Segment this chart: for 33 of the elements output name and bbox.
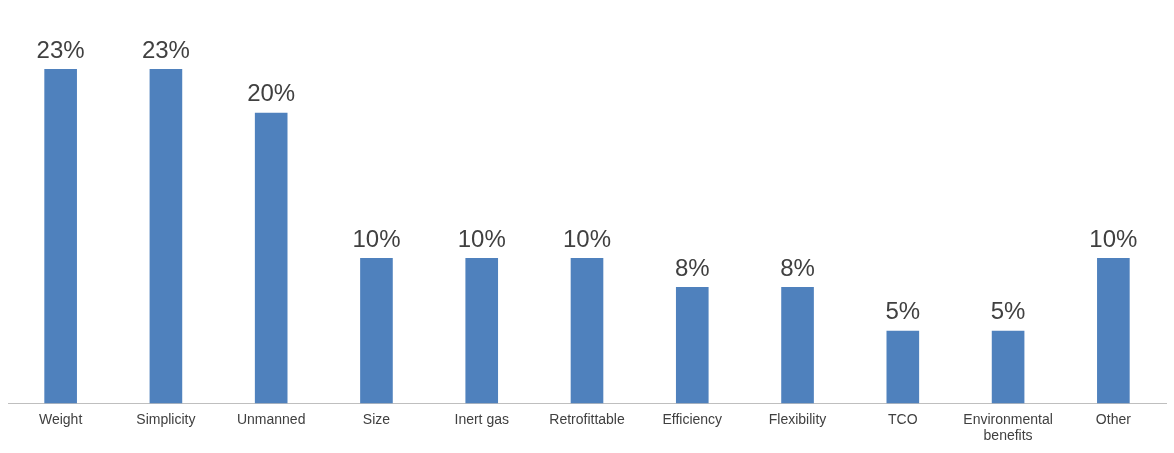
bar (254, 112, 288, 404)
x-tick-label: Retrofittable (549, 410, 625, 427)
x-tick-label: TCO (888, 410, 918, 427)
x-tick-label: Unmanned (236, 410, 306, 427)
data-label: 8% (674, 253, 710, 281)
bar (886, 330, 920, 404)
bar (675, 287, 709, 404)
data-label: 10% (352, 224, 401, 252)
bar (149, 69, 183, 404)
x-tick-label: Environmental benefits (963, 410, 1053, 444)
x-tick-label: Simplicity (136, 410, 196, 427)
data-label: 23% (36, 35, 85, 63)
bar (570, 258, 604, 404)
data-label: 10% (1089, 224, 1138, 252)
x-tick-label: Other (1095, 410, 1132, 427)
data-label: 5% (990, 297, 1026, 325)
bar (991, 330, 1025, 404)
data-label: 10% (562, 224, 612, 252)
bar (1097, 258, 1130, 404)
x-tick-label: Flexibility (768, 410, 827, 427)
data-label: 5% (885, 297, 921, 325)
bar (465, 258, 499, 404)
x-tick-label: Weight (38, 410, 83, 427)
data-label: 20% (247, 79, 296, 107)
data-label: 23% (141, 35, 190, 63)
bar (781, 287, 814, 404)
x-tick-label: Inert gas (454, 410, 509, 427)
data-label: 8% (780, 253, 815, 281)
x-tick-label: Efficiency (662, 410, 723, 427)
x-tick-label: Size (362, 410, 391, 427)
bar (44, 69, 77, 404)
data-label: 10% (457, 224, 506, 252)
bar (360, 258, 393, 404)
